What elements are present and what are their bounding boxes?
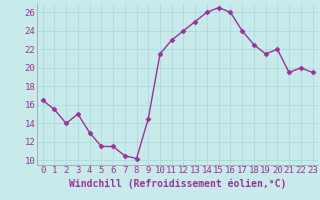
X-axis label: Windchill (Refroidissement éolien,°C): Windchill (Refroidissement éolien,°C) xyxy=(69,178,286,189)
